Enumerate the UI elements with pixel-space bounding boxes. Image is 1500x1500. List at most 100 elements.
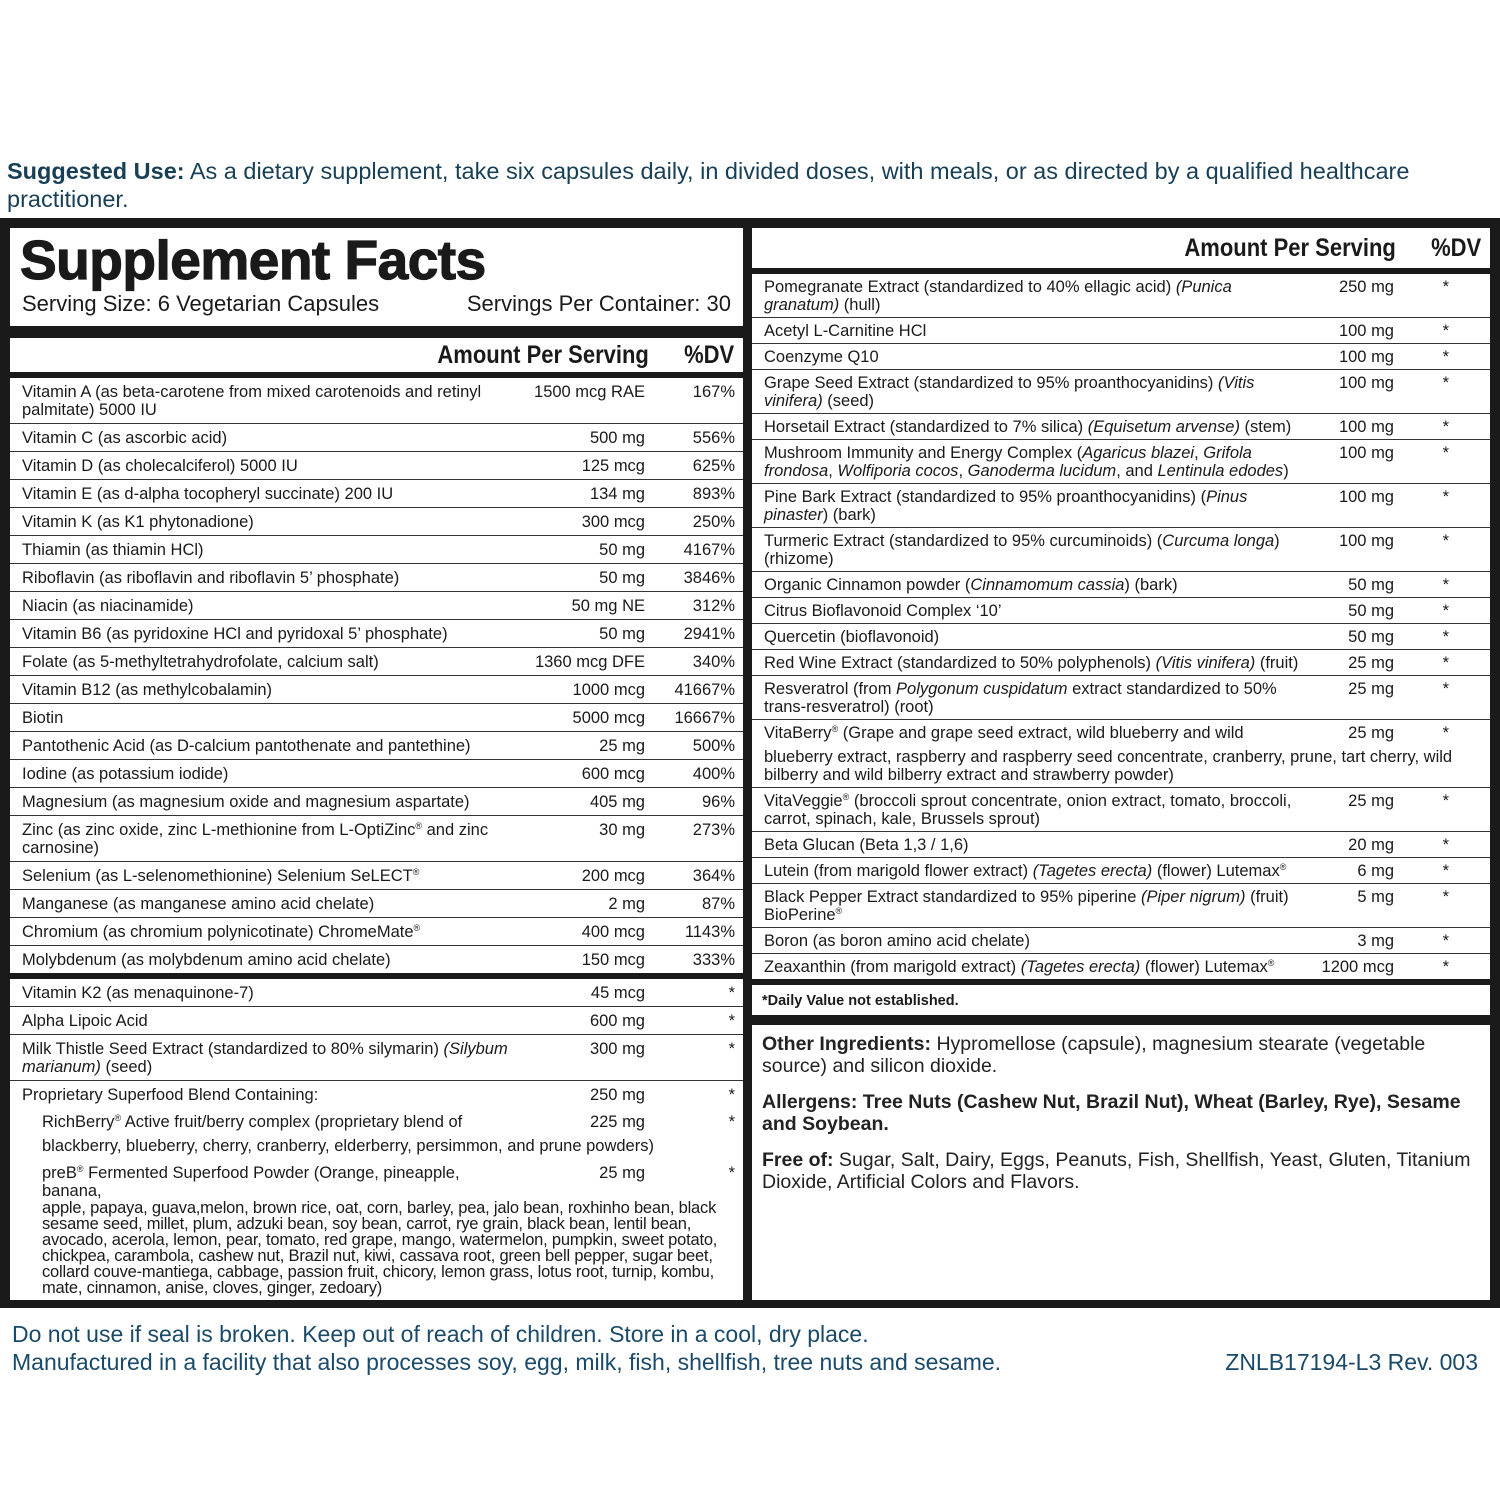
name-segment: Boron (as boron amino acid chelate)	[764, 932, 1030, 950]
name-segment: (Piper nigrum)	[1140, 888, 1246, 906]
nutrient-name: Iodine (as potassium iodide)	[22, 765, 512, 783]
nutrient-amount: 50 mg	[1348, 576, 1394, 594]
nutrient-row: Vitamin B6 (as pyridoxine HCl and pyrido…	[10, 620, 743, 648]
name-segment: Grape Seed Extract (standardized to 95% …	[764, 374, 1219, 392]
name-segment: (Grape and grape seed extract, wild blue…	[838, 724, 1244, 742]
nutrient-row: Vitamin A (as beta-carotene from mixed c…	[10, 378, 743, 424]
nutrient-name: Quercetin (bioflavonoid)	[764, 628, 1314, 646]
free-of-text: Sugar, Salt, Dairy, Eggs, Peanuts, Fish,…	[762, 1149, 1471, 1193]
nutrient-amount: 5 mg	[1357, 888, 1394, 906]
name-segment: ,	[1194, 444, 1204, 462]
nutrient-row: Coenzyme Q10 100 mg *	[752, 344, 1490, 370]
nutrient-row: Niacin (as niacinamide) 50 mg NE 312%	[10, 592, 743, 620]
name-segment: Riboflavin (as riboflavin and riboflavin…	[22, 569, 400, 587]
name-segment: (Equisetum arvense)	[1087, 418, 1240, 436]
nutrient-dv: *	[1442, 862, 1449, 880]
name-segment: (Vitis vinifera)	[1155, 654, 1256, 672]
nutrient-name: Vitamin A (as beta-carotene from mixed c…	[22, 383, 512, 419]
name-segment: (seed)	[100, 1058, 153, 1076]
nutrient-name: Magnesium (as magnesium oxide and magnes…	[22, 793, 512, 811]
name-segment: ) (bark)	[1124, 576, 1178, 594]
nutrient-dv: *	[1442, 488, 1449, 506]
suggested-use-label: Suggested Use:	[7, 158, 185, 184]
nutrient-amount: 1000 mcg	[572, 681, 645, 699]
nutrient-row: Organic Cinnamon powder (Cinnamomum cass…	[752, 572, 1490, 598]
nutrient-dv: *	[1442, 932, 1449, 950]
name-segment: Chromium (as chromium polynicotinate) Ch…	[22, 923, 414, 941]
nutrient-amount: 25 mg	[599, 1164, 645, 1182]
nutrient-row: preB® Fermented Superfood Powder (Orange…	[10, 1159, 743, 1300]
name-segment: Grifola frondosa	[764, 444, 1252, 480]
nutrient-dv: 333%	[692, 951, 735, 969]
dv-header: %DV	[1431, 233, 1482, 262]
nutrient-dv: 500%	[692, 737, 735, 755]
nutrient-row: Citrus Bioflavonoid Complex ‘10’ 50 mg *	[752, 598, 1490, 624]
name-segment: Polygonum cuspidatum	[896, 680, 1068, 698]
name-segment: (Vitis vinifera)	[764, 374, 1255, 410]
name-segment: Selenium (as L-selenomethionine) Seleniu…	[22, 867, 413, 885]
registered-mark: ®	[842, 792, 850, 802]
name-segment: Black Pepper Extract standardized to 95%…	[764, 888, 1141, 906]
nutrient-amount: 50 mg	[599, 569, 645, 587]
nutrient-dv: 3846%	[683, 569, 735, 587]
nutrient-name: Red Wine Extract (standardized to 50% po…	[764, 654, 1314, 672]
right-panel: Amount Per Serving %DV Pomegranate Extra…	[752, 228, 1490, 1300]
nutrient-name: Vitamin B12 (as methylcobalamin)	[22, 681, 512, 699]
footer: Do not use if seal is broken. Keep out o…	[0, 1308, 1500, 1376]
divider	[10, 326, 743, 338]
nutrient-dv: *	[1442, 836, 1449, 854]
name-segment: Iodine (as potassium iodide)	[22, 765, 229, 783]
nutrient-name: Folate (as 5-methyltetrahydrofolate, cal…	[22, 653, 512, 671]
nutrient-row: Black Pepper Extract standardized to 95%…	[752, 884, 1490, 928]
nutrient-name: Acetyl L-Carnitine HCl	[764, 322, 1314, 340]
name-segment: Vitamin K2 (as menaquinone-7)	[22, 984, 254, 1002]
name-segment: VitaVeggie	[764, 792, 843, 810]
nutrient-row: Molybdenum (as molybdenum amino acid che…	[10, 946, 743, 979]
nutrient-amount: 25 mg	[1348, 724, 1394, 742]
nutrient-name: Alpha Lipoic Acid	[22, 1012, 512, 1030]
nutrient-amount: 100 mg	[1338, 348, 1394, 366]
registered-mark: ®	[415, 821, 423, 831]
registered-mark: ®	[412, 867, 420, 877]
nutrient-row: Folate (as 5-methyltetrahydrofolate, cal…	[10, 648, 743, 676]
allergens: Allergens: Tree Nuts (Cashew Nut, Brazil…	[752, 1091, 1490, 1135]
name-segment: Fermented Superfood Powder (Orange, pine…	[42, 1164, 460, 1200]
name-segment: Biotin	[22, 709, 64, 727]
nutrient-row: Vitamin K (as K1 phytonadione) 300 mcg 250…	[10, 508, 743, 536]
nutrient-name: Beta Glucan (Beta 1,3 / 1,6)	[764, 836, 1314, 854]
name-segment: extract standardized to 50% trans-resver…	[764, 680, 1277, 716]
nutrient-name: Vitamin B6 (as pyridoxine HCl and pyrido…	[22, 625, 512, 643]
nutrient-dv: 893%	[692, 485, 735, 503]
name-segment: (Punica granatum)	[764, 278, 1232, 314]
nutrient-name: Manganese (as manganese amino acid chela…	[22, 895, 512, 913]
name-segment: Folate (as 5-methyltetrahydrofolate, cal…	[22, 653, 379, 671]
name-segment: Magnesium (as magnesium oxide and magnes…	[22, 793, 470, 811]
name-segment: Resveratrol (from	[764, 680, 897, 698]
nutrient-amount: 300 mcg	[581, 513, 645, 531]
nutrient-row: Horsetail Extract (standardized to 7% si…	[752, 414, 1490, 440]
nutrient-dv: *	[1442, 278, 1449, 296]
name-segment: Active fruit/berry complex (proprietary …	[121, 1113, 463, 1131]
divider	[752, 1015, 1490, 1025]
nutrient-row: Riboflavin (as riboflavin and riboflavin…	[10, 564, 743, 592]
nutrient-amount: 100 mg	[1338, 488, 1394, 506]
nutrient-amount: 50 mg	[599, 541, 645, 559]
nutrient-amount: 300 mg	[589, 1040, 645, 1058]
name-segment: (seed)	[822, 392, 875, 410]
name-segment: RichBerry	[42, 1113, 115, 1131]
name-segment: Vitamin B12 (as methylcobalamin)	[22, 681, 273, 699]
name-segment: VitaBerry	[764, 724, 832, 742]
nutrient-row: Manganese (as manganese amino acid chela…	[10, 890, 743, 918]
nutrient-name: Black Pepper Extract standardized to 95%…	[764, 888, 1314, 924]
nutrient-row: RichBerry® Active fruit/berry complex (p…	[10, 1108, 743, 1159]
nutrient-name: Milk Thistle Seed Extract (standardized …	[22, 1040, 512, 1076]
nutrient-name: Proprietary Superfood Blend Containing:	[22, 1086, 512, 1104]
nutrient-amount: 2 mg	[608, 895, 645, 913]
nutrient-amount: 45 mcg	[590, 984, 645, 1002]
suggested-use: Suggested Use: As a dietary supplement, …	[7, 157, 1487, 213]
nutrient-amount: 250 mg	[589, 1086, 645, 1104]
nutrient-row: Milk Thistle Seed Extract (standardized …	[10, 1035, 743, 1081]
nutrient-amount: 25 mg	[1348, 654, 1394, 672]
name-segment: ,	[958, 462, 968, 480]
nutrient-name: Biotin	[22, 709, 512, 727]
